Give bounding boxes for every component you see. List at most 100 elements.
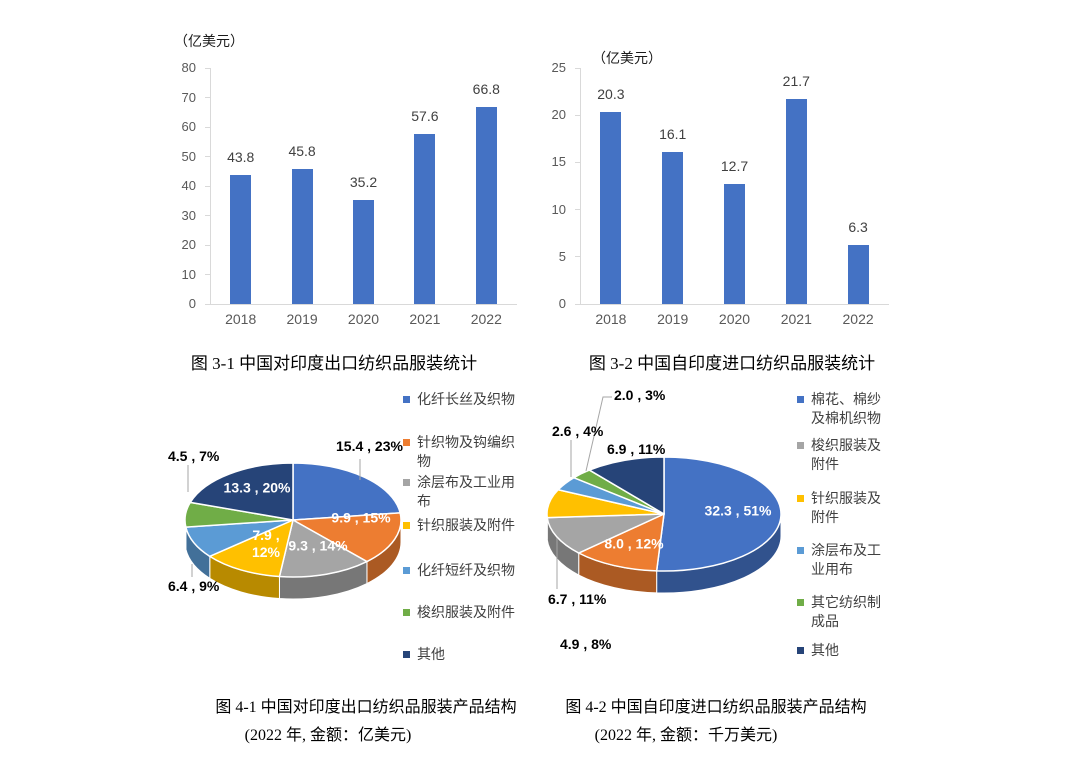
export-bar-bar-value-label: 66.8 — [472, 80, 500, 97]
export-pie-legend-marker — [403, 396, 410, 403]
export-bar-bar-2020 — [353, 200, 374, 304]
import-bar-y-axis-line — [580, 68, 581, 304]
export-bar-y-tick-label: 10 — [181, 266, 196, 282]
export-pie-slice-label: 4.5 , 7% — [168, 448, 220, 464]
export-pie-legend-label: 其他 — [417, 646, 445, 662]
import-bar-y-tick-mark — [575, 256, 580, 258]
import-bar-bar-value-label: 12.7 — [720, 158, 749, 175]
export-pie-legend-marker — [403, 567, 410, 574]
export-pie-legend-marker — [403, 609, 410, 616]
export-pie-legend-item: 涂层布及工业用布 — [403, 473, 521, 510]
import-pie-title: 图 4-2 中国自印度进口纺织品服装产品结构 — [565, 699, 867, 716]
export-bar-y-tick-mark — [205, 126, 210, 128]
export-bar-y-tick-mark — [205, 274, 210, 275]
import-pie-pie-slice — [587, 456, 665, 516]
export-pie-legend-marker — [403, 651, 410, 658]
import-pie-legend-label: 其他 — [811, 642, 839, 658]
export-bar-y-tick-label: 50 — [181, 148, 196, 164]
export-pie-pie-slice — [189, 462, 294, 521]
import-pie-legend-item: 针织服装及附件 — [797, 489, 889, 526]
import-pie-slice-label: 6.9 , 11% — [607, 441, 666, 457]
import-bar-x-category-label: 2021 — [780, 311, 812, 327]
export-pie-legend-item: 针织物及钩编织物 — [403, 433, 521, 470]
export-pie-slice-label: 9.3 , 14% — [288, 537, 348, 554]
import-bar-y-tick-mark — [575, 209, 580, 211]
export-pie-slice-label: 7.9 , 12% — [251, 527, 281, 560]
import-pie-subtitle: (2022 年, 金额：千万美元) — [594, 727, 778, 744]
import-bar-title: 图 3-2 中国自印度进口纺织品服装统计 — [588, 354, 876, 373]
import-bar-bar-value-label: 21.7 — [782, 73, 810, 90]
import-pie-pie-slice — [546, 513, 665, 554]
export-bar-x-axis-line — [210, 304, 517, 305]
export-pie-pie-slice — [208, 518, 295, 578]
export-bar-y-tick-label: 60 — [181, 119, 196, 134]
export-pie-legend-label: 涂层布及工业用布 — [417, 474, 515, 509]
export-bar-bar-value-label: 43.8 — [227, 148, 255, 165]
export-bar-y-tick-mark — [205, 215, 210, 216]
export-pie-legend-marker — [403, 522, 410, 529]
import-bar-bar-value-label: 16.1 — [659, 126, 687, 143]
import-bar-bar-2018 — [600, 112, 622, 304]
export-bar-bar-2021 — [414, 134, 436, 304]
export-bar-y-axis-line — [210, 68, 211, 304]
export-bar-y-tick-label: 20 — [181, 237, 196, 252]
import-pie-legend-marker — [797, 442, 804, 449]
import-bar-bar-2021 — [785, 99, 807, 304]
export-bar-y-tick-mark — [205, 185, 210, 187]
export-bar-y-tick-label: 40 — [181, 178, 196, 193]
import-pie-legend-label: 针织服装及附件 — [811, 490, 881, 525]
import-pie-slice-label: 32.3 , 51% — [704, 502, 772, 519]
import-bar-x-axis-line — [580, 304, 889, 305]
import-bar-y-tick-label: 20 — [551, 107, 566, 123]
import-bar-bar-value-label: 6.3 — [848, 218, 868, 235]
export-bar-bar-2018 — [230, 174, 252, 304]
export-pie-slice-label: 6.4 , 9% — [168, 578, 220, 594]
export-bar-y-tick-label: 80 — [181, 60, 196, 75]
import-bar-y-tick-label: 15 — [551, 154, 566, 170]
export-pie-subtitle: (2022 年, 金额：亿美元) — [244, 727, 412, 744]
import-pie-legend-marker — [797, 396, 804, 403]
export-pie-title: 图 4-1 中国对印度出口纺织品服装产品结构 — [215, 699, 517, 716]
export-pie-legend-label: 化纤长丝及织物 — [417, 391, 515, 407]
export-pie-slice-label: 13.3 , 20% — [223, 479, 291, 496]
import-bar-bar-2022 — [847, 244, 869, 304]
export-bar-x-category-label: 2022 — [470, 311, 502, 327]
import-pie-legend-item: 涂层布及工业用布 — [797, 541, 889, 578]
import-pie-legend-label: 涂层布及工业用布 — [811, 542, 881, 577]
export-pie-pie-slice — [278, 518, 369, 578]
export-pie-legend-label: 化纤短纤及织物 — [417, 562, 515, 578]
import-pie-legend-marker — [797, 599, 804, 606]
export-bar-y-tick-label: 70 — [181, 89, 196, 105]
import-bar-y-tick-mark — [575, 161, 580, 163]
export-pie-legend-label: 针织服装及附件 — [417, 517, 515, 533]
import-bar-bar-value-label: 20.3 — [597, 86, 625, 103]
export-bar-bar-value-label: 45.8 — [288, 142, 316, 159]
export-bar-bar-2019 — [291, 168, 313, 304]
import-pie-legend-item: 其他 — [797, 641, 889, 660]
export-pie-legend-item: 化纤长丝及织物 — [403, 390, 521, 409]
export-pie-legend-item: 梭织服装及附件 — [403, 603, 521, 622]
export-pie-legend-marker — [403, 479, 410, 486]
import-pie-legend-label: 梭织服装及附件 — [811, 437, 881, 472]
import-pie-legend-marker — [797, 495, 804, 502]
export-pie-legend-label: 针织物及钩编织物 — [417, 434, 515, 469]
export-bar-x-category-label: 2019 — [286, 311, 318, 327]
export-bar-bar-value-label: 35.2 — [349, 174, 378, 191]
import-bar-y-tick-mark — [575, 67, 580, 69]
export-bar-y-tick-mark — [205, 303, 210, 305]
import-pie-legend-label: 其它纺织制成品 — [811, 594, 881, 629]
import-pie-legend-item: 梭织服装及附件 — [797, 436, 889, 473]
import-pie-slice-label: 4.9 , 8% — [560, 636, 612, 652]
export-bar-x-category-label: 2020 — [347, 311, 380, 327]
export-bar-title: 图 3-1 中国对印度出口纺织品服装统计 — [190, 354, 478, 373]
export-bar-bar-2022 — [475, 106, 497, 304]
export-pie-legend-marker — [403, 439, 410, 446]
export-pie-legend-item: 其他 — [403, 645, 521, 664]
import-bar-x-category-label: 2018 — [595, 311, 627, 327]
import-bar-y-tick-label: 10 — [551, 201, 566, 217]
import-pie-slice-label: 2.6 , 4% — [552, 423, 604, 439]
export-bar-y-tick-mark — [205, 67, 210, 69]
import-pie-label-leader-line — [585, 396, 612, 472]
export-bar-y-tick-mark — [205, 97, 210, 98]
